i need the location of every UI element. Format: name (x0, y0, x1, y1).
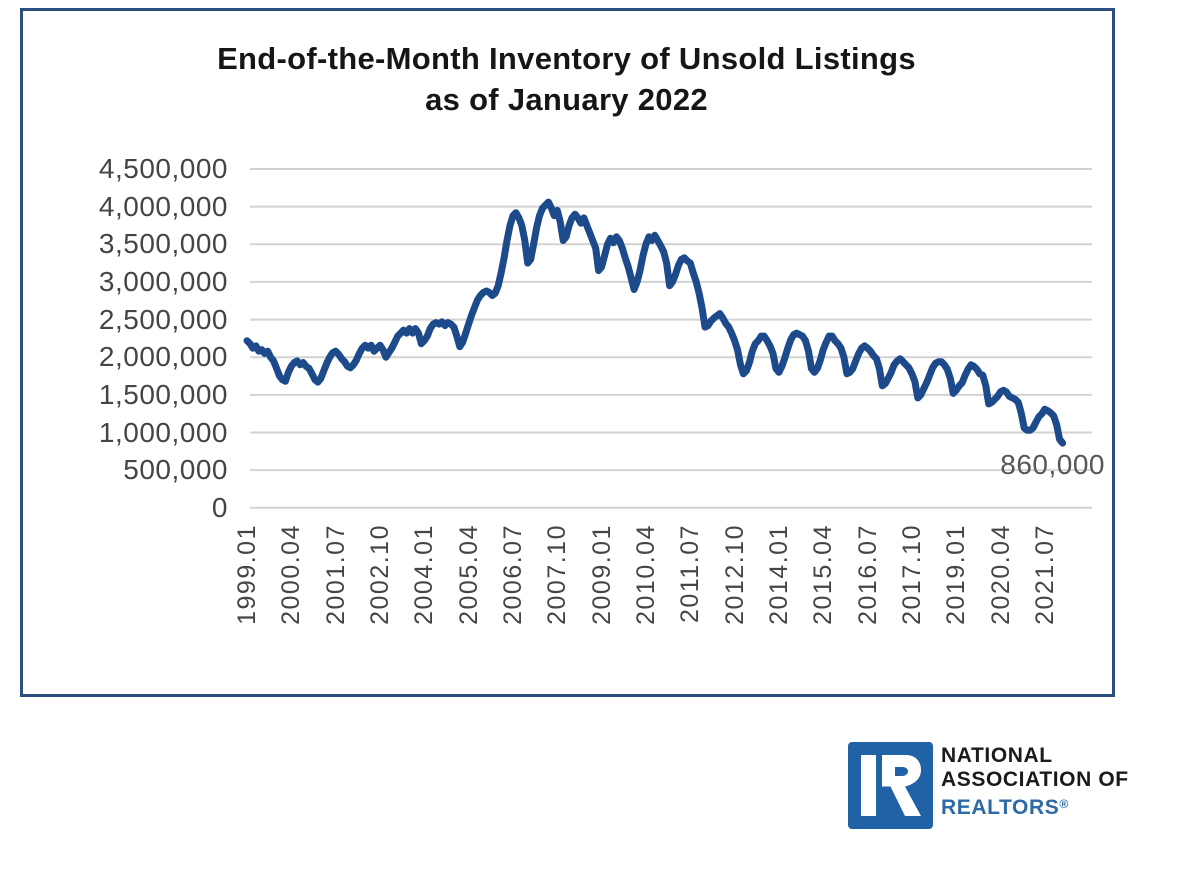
chart-title: End-of-the-Month Inventory of Unsold Lis… (20, 38, 1113, 120)
y-tick-label: 1,000,000 (98, 416, 228, 448)
x-tick-label: 2002.10 (365, 524, 394, 625)
nar-logo-r-icon (848, 742, 933, 829)
x-tick-label: 2020.04 (986, 524, 1015, 625)
x-tick-label: 2010.04 (631, 524, 660, 625)
y-tick-label: 500,000 (123, 454, 228, 486)
x-tick-label: 2015.04 (809, 524, 838, 625)
x-tick-label: 2005.04 (454, 524, 483, 625)
last-value-annotation: 860,000 (1000, 449, 1105, 480)
x-tick-label: 2021.07 (1030, 524, 1059, 625)
x-tick-label: 2006.07 (498, 524, 527, 625)
x-tick-label: 2001.07 (321, 524, 350, 625)
y-tick-label: 3,500,000 (98, 228, 228, 260)
x-tick-label: 2012.10 (720, 524, 749, 625)
y-tick-label: 2,000,000 (98, 341, 228, 373)
x-tick-label: 2016.07 (853, 524, 882, 625)
x-tick-label: 2000.04 (277, 524, 306, 625)
x-tick-label: 2011.07 (676, 524, 705, 624)
chart-title-line2: as of January 2022 (425, 82, 708, 117)
y-tick-label: 1,500,000 (98, 378, 228, 410)
y-tick-label: 2,500,000 (98, 303, 228, 335)
nar-logo-text: NATIONAL ASSOCIATION OF REALTORS® (941, 744, 1129, 820)
x-tick-label: 2014.01 (764, 524, 793, 625)
nar-logo: NATIONAL ASSOCIATION OF REALTORS® (848, 742, 1178, 837)
x-tick-label: 2007.10 (543, 524, 572, 625)
y-tick-label: 4,000,000 (98, 190, 228, 222)
nar-logo-line1: NATIONAL (941, 744, 1053, 767)
x-tick-label: 2004.01 (410, 524, 439, 625)
nar-logo-line3: REALTORS® (941, 796, 1069, 819)
x-tick-label: 2019.01 (942, 524, 971, 625)
y-tick-label: 0 (211, 491, 228, 523)
y-tick-label: 4,500,000 (98, 153, 228, 184)
x-tick-label: 1999.01 (233, 524, 261, 625)
y-tick-label: 3,000,000 (98, 265, 228, 297)
inventory-line-series (243, 198, 1067, 447)
nar-logo-line2: ASSOCIATION OF (941, 768, 1129, 791)
registered-mark: ® (1059, 797, 1069, 811)
x-tick-label: 2009.01 (587, 524, 616, 625)
chart-title-line1: End-of-the-Month Inventory of Unsold Lis… (217, 41, 916, 76)
x-tick-label: 2017.10 (897, 524, 926, 625)
chart-frame (20, 8, 1115, 697)
